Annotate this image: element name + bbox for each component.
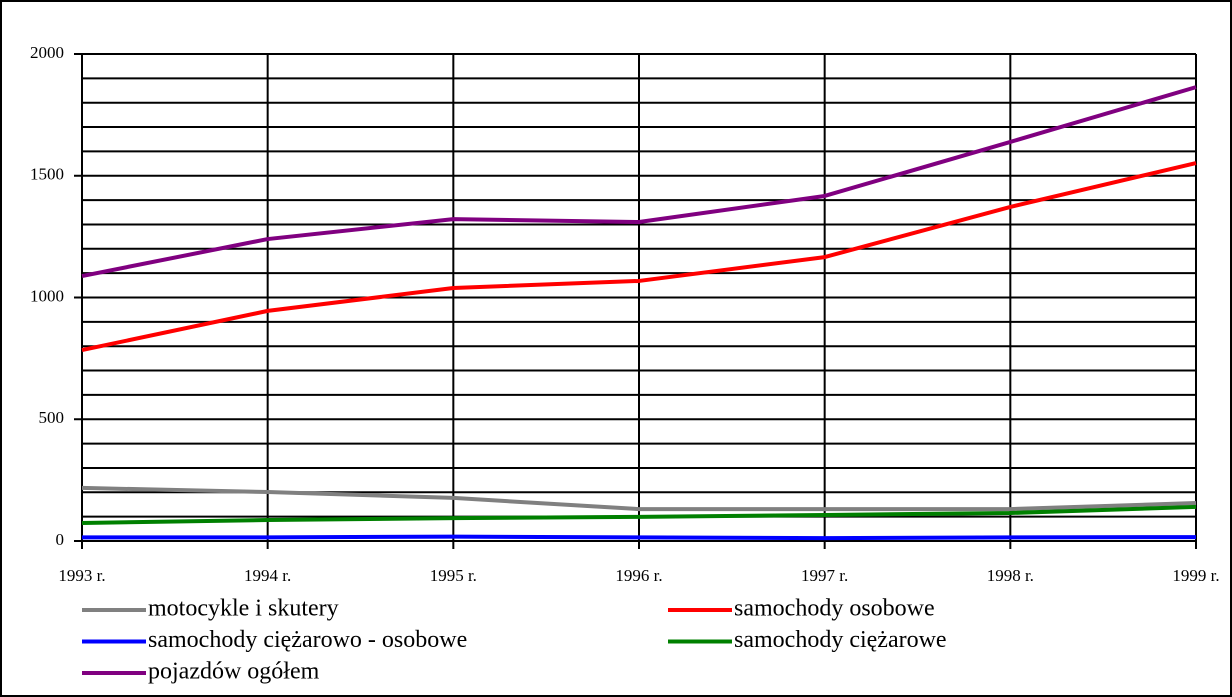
x-tick-label: 1997 r.: [801, 566, 848, 585]
series-line: [81, 504, 1197, 525]
series-line: [82, 534, 1197, 541]
legend-label: samochody ciężarowo - osobowe: [148, 627, 467, 653]
x-tick-label: 1995 r.: [430, 566, 477, 585]
legend-label: samochody ciężarowe: [734, 627, 947, 653]
x-tick-label: 1999 r.: [1172, 566, 1219, 585]
legend-label: motocykle i skutery: [148, 596, 339, 622]
y-tick-label: 1500: [30, 165, 64, 184]
series-line: [81, 85, 1197, 279]
legend-label: pojazdów ogółem: [148, 659, 320, 685]
y-tick-label: 1000: [30, 286, 64, 305]
x-tick-label: 1994 r.: [244, 566, 291, 585]
x-tick-label: 1993 r.: [58, 566, 105, 585]
y-tick-label: 0: [56, 530, 65, 549]
x-tick-label: 1998 r.: [987, 566, 1034, 585]
x-tick-label: 1996 r.: [615, 566, 662, 585]
y-tick-label: 2000: [30, 43, 64, 62]
series-line: [81, 485, 1197, 512]
series-line: [81, 161, 1197, 353]
legend-label: samochody osobowe: [734, 596, 935, 622]
y-tick-label: 500: [39, 408, 65, 427]
